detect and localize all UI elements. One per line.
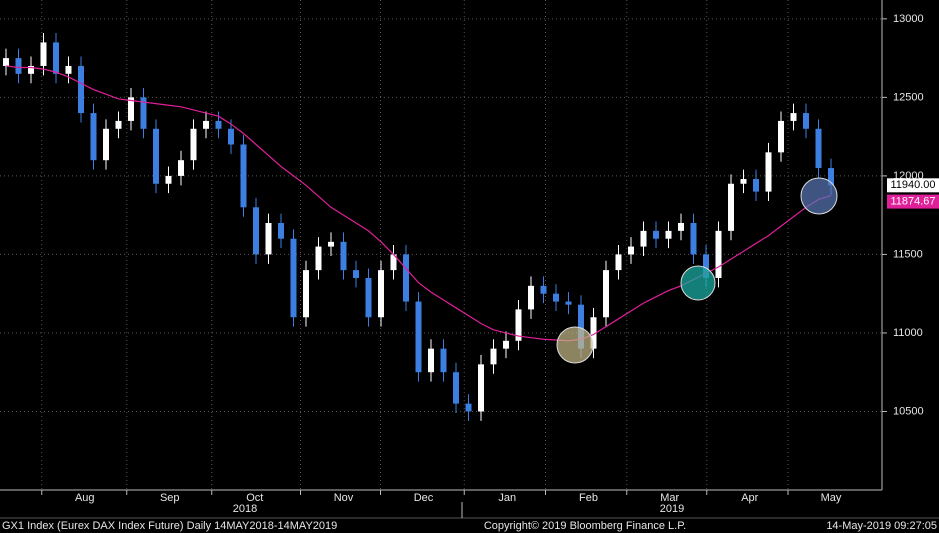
ma-last-label: 11874.67 xyxy=(890,195,935,207)
candle-body xyxy=(328,241,334,247)
candle-body xyxy=(90,113,97,161)
candle-body xyxy=(765,152,772,192)
candle-body xyxy=(3,58,9,66)
candle-body xyxy=(315,246,322,271)
candle-body xyxy=(378,270,384,318)
x-tick-label: Mar xyxy=(660,492,679,504)
candle-body xyxy=(553,293,559,302)
candle-body xyxy=(340,241,347,271)
year-label: 2019 xyxy=(660,503,684,515)
candle-body xyxy=(703,254,709,278)
candle-body xyxy=(190,128,197,161)
candle-body xyxy=(640,230,647,247)
candle-body xyxy=(40,42,47,66)
highlight-circle xyxy=(800,177,838,215)
annotations xyxy=(556,177,838,364)
candle-body xyxy=(628,246,634,255)
footer-left: GX1 Index (Eurex DAX Index Future) Daily… xyxy=(2,520,337,532)
candle-body xyxy=(390,254,397,271)
y-tick-label: 12500 xyxy=(893,91,924,103)
y-tick-label: 11500 xyxy=(893,248,923,260)
candle-body xyxy=(803,113,809,129)
candle-body xyxy=(790,113,797,121)
candle-body xyxy=(415,301,422,373)
candle-body xyxy=(515,309,522,341)
candle-body xyxy=(165,175,172,184)
candle-body xyxy=(428,348,434,373)
candle-body xyxy=(653,230,659,239)
candle-body xyxy=(353,270,359,278)
candle-body xyxy=(240,144,247,208)
candle-body xyxy=(15,58,22,74)
y-tick-label: 11000 xyxy=(893,327,923,339)
candle-body xyxy=(153,128,159,184)
x-tick-label: May xyxy=(821,492,842,504)
candle-body xyxy=(203,120,209,129)
x-tick-label: Sep xyxy=(160,492,180,504)
candle-body xyxy=(215,120,222,129)
candle-body xyxy=(678,223,684,231)
candle-body xyxy=(465,403,472,412)
candle-body xyxy=(290,238,297,318)
candle-body xyxy=(65,65,72,74)
candle-body xyxy=(590,317,597,349)
candle-body xyxy=(140,97,147,129)
candle-body xyxy=(265,223,272,255)
candle-body xyxy=(115,120,122,129)
x-tick-label: Dec xyxy=(414,492,434,504)
last-price-label: 11940.00 xyxy=(890,179,935,191)
candle-body xyxy=(565,301,572,305)
candle-body xyxy=(78,65,84,114)
candle-body xyxy=(778,120,784,153)
candle-body xyxy=(540,285,547,294)
candle-body xyxy=(753,179,759,192)
candle-body xyxy=(728,183,734,231)
x-tick-label: Apr xyxy=(741,492,758,504)
candle-body xyxy=(528,285,534,310)
candle-body xyxy=(403,254,409,302)
year-label: 2018 xyxy=(233,503,257,515)
x-tick-label: Feb xyxy=(579,492,598,504)
candle-body xyxy=(615,254,622,271)
candle-body xyxy=(478,364,484,412)
footer-center: Copyright© 2019 Bloomberg Finance L.P. xyxy=(484,520,686,532)
candle-body xyxy=(228,128,234,145)
plot-area xyxy=(0,0,882,490)
y-tick-label: 10500 xyxy=(893,405,924,417)
candle-body xyxy=(303,270,309,318)
x-tick-label: Jan xyxy=(498,492,516,504)
last-price-box xyxy=(887,178,939,193)
candle-body xyxy=(278,223,284,239)
candle-body xyxy=(103,128,109,161)
candle-body xyxy=(53,42,59,74)
x-tick-label: Oct xyxy=(246,492,263,504)
candle-body xyxy=(828,168,834,186)
candle-body xyxy=(365,277,372,318)
candle-body xyxy=(453,372,459,404)
candle-body xyxy=(28,65,34,74)
footer-right: 14-May-2019 09:27:05 xyxy=(826,520,937,532)
candle-body xyxy=(490,348,497,365)
candle-body xyxy=(690,223,697,255)
candle-body xyxy=(740,179,747,184)
ma-last-box xyxy=(887,194,939,209)
candle-body xyxy=(503,340,509,349)
candle-body xyxy=(178,160,184,176)
candle-body xyxy=(253,207,259,255)
candle-body xyxy=(715,230,722,278)
candle-body xyxy=(440,348,447,373)
y-tick-label: 13000 xyxy=(893,13,924,25)
candle-body xyxy=(815,128,822,169)
highlight-circle xyxy=(680,265,716,301)
candle-body xyxy=(128,97,134,121)
candle-body xyxy=(578,304,584,349)
highlight-circle xyxy=(556,326,594,364)
x-tick-label: Nov xyxy=(334,492,354,504)
candle-body xyxy=(665,230,672,239)
candle-body xyxy=(603,270,609,318)
x-tick-label: Aug xyxy=(75,492,95,504)
